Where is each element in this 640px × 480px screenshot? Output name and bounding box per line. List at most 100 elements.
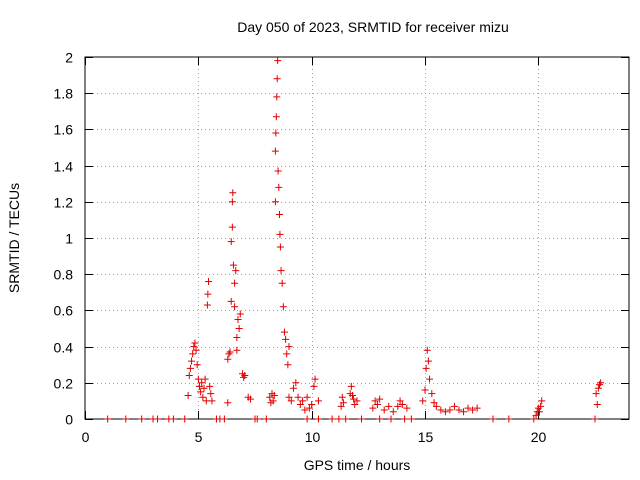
data-point xyxy=(104,415,112,423)
data-point xyxy=(423,346,431,354)
data-point xyxy=(432,402,440,410)
data-point xyxy=(279,303,287,311)
data-point xyxy=(194,375,202,383)
data-point xyxy=(273,93,281,101)
data-point xyxy=(228,198,236,206)
data-point xyxy=(240,373,248,381)
data-point xyxy=(233,346,241,354)
data-point xyxy=(204,290,212,298)
data-point xyxy=(294,393,302,401)
data-point xyxy=(460,408,468,416)
data-point xyxy=(310,382,318,390)
data-point xyxy=(347,382,355,390)
data-point xyxy=(401,415,409,423)
y-tick-label: 1.6 xyxy=(54,122,74,138)
data-point xyxy=(358,415,366,423)
data-point xyxy=(227,238,235,246)
data-point xyxy=(276,230,284,238)
x-tick-label: 5 xyxy=(195,429,203,445)
y-axis-label: SRMTID / TECUs xyxy=(6,183,22,293)
data-point xyxy=(235,325,243,332)
data-point xyxy=(246,395,254,403)
x-axis-label: GPS time / hours xyxy=(304,457,411,473)
data-point xyxy=(274,57,282,65)
data-point xyxy=(369,404,377,412)
data-point xyxy=(282,335,290,343)
y-tick-label: 0.2 xyxy=(54,376,74,392)
y-tick-label: 0.6 xyxy=(54,303,74,319)
data-point xyxy=(538,397,546,405)
data-point xyxy=(231,279,239,287)
data-point xyxy=(335,415,343,423)
data-point xyxy=(231,303,239,311)
data-point xyxy=(283,350,291,358)
y-tick-label: 1.2 xyxy=(54,195,74,211)
data-point xyxy=(199,393,207,401)
data-point xyxy=(122,415,130,423)
data-point xyxy=(473,404,481,412)
y-tick-label: 1.4 xyxy=(54,159,74,175)
data-point xyxy=(430,399,438,407)
data-point xyxy=(387,415,395,423)
y-tick-label: 2 xyxy=(65,50,73,66)
data-point xyxy=(285,393,293,401)
data-point xyxy=(537,402,545,410)
data-point xyxy=(314,397,322,405)
data-point xyxy=(450,402,458,410)
data-point xyxy=(277,267,285,275)
data-point xyxy=(233,334,241,342)
data-point xyxy=(198,379,206,387)
data-point xyxy=(186,364,194,372)
x-tick-label: 15 xyxy=(418,429,434,445)
data-point xyxy=(154,415,162,423)
data-point xyxy=(190,343,198,351)
data-point xyxy=(380,406,388,414)
data-point xyxy=(337,402,345,410)
data-point xyxy=(398,401,406,409)
grid xyxy=(85,57,629,419)
data-point xyxy=(227,297,235,305)
data-point xyxy=(301,406,309,414)
data-point xyxy=(403,404,411,412)
data-point xyxy=(592,390,600,398)
data-point xyxy=(272,113,280,121)
data-point xyxy=(342,415,350,423)
data-point xyxy=(253,415,261,423)
data-point xyxy=(232,267,240,275)
data-point xyxy=(469,406,477,414)
data-point xyxy=(314,415,322,423)
data-point xyxy=(275,210,283,218)
data-point xyxy=(188,357,196,365)
data-point xyxy=(446,406,454,414)
y-tick-label: 0.4 xyxy=(54,340,74,356)
data-point xyxy=(530,415,538,423)
data-point xyxy=(200,384,208,392)
data-point xyxy=(181,415,189,423)
data-point xyxy=(396,397,404,405)
data-point xyxy=(185,372,193,380)
data-point xyxy=(532,411,540,419)
data-point xyxy=(284,361,292,369)
data-point xyxy=(271,147,279,155)
y-tick-label: 0 xyxy=(65,412,73,428)
data-point xyxy=(348,391,356,399)
y-tick-label: 1 xyxy=(65,231,73,247)
data-point xyxy=(419,397,427,405)
data-point xyxy=(278,279,286,287)
data-points xyxy=(104,57,605,423)
data-point xyxy=(272,129,280,137)
data-point xyxy=(535,408,543,416)
data-point xyxy=(305,404,313,412)
data-point xyxy=(353,397,361,405)
data-point xyxy=(274,167,282,175)
data-point xyxy=(591,415,599,423)
data-point xyxy=(296,401,304,409)
data-point xyxy=(280,328,288,336)
data-point xyxy=(328,415,336,423)
data-point xyxy=(311,375,319,383)
data-point xyxy=(266,393,274,401)
y-tick-label: 0.8 xyxy=(54,267,74,283)
data-point xyxy=(376,395,384,403)
data-point xyxy=(169,415,177,423)
